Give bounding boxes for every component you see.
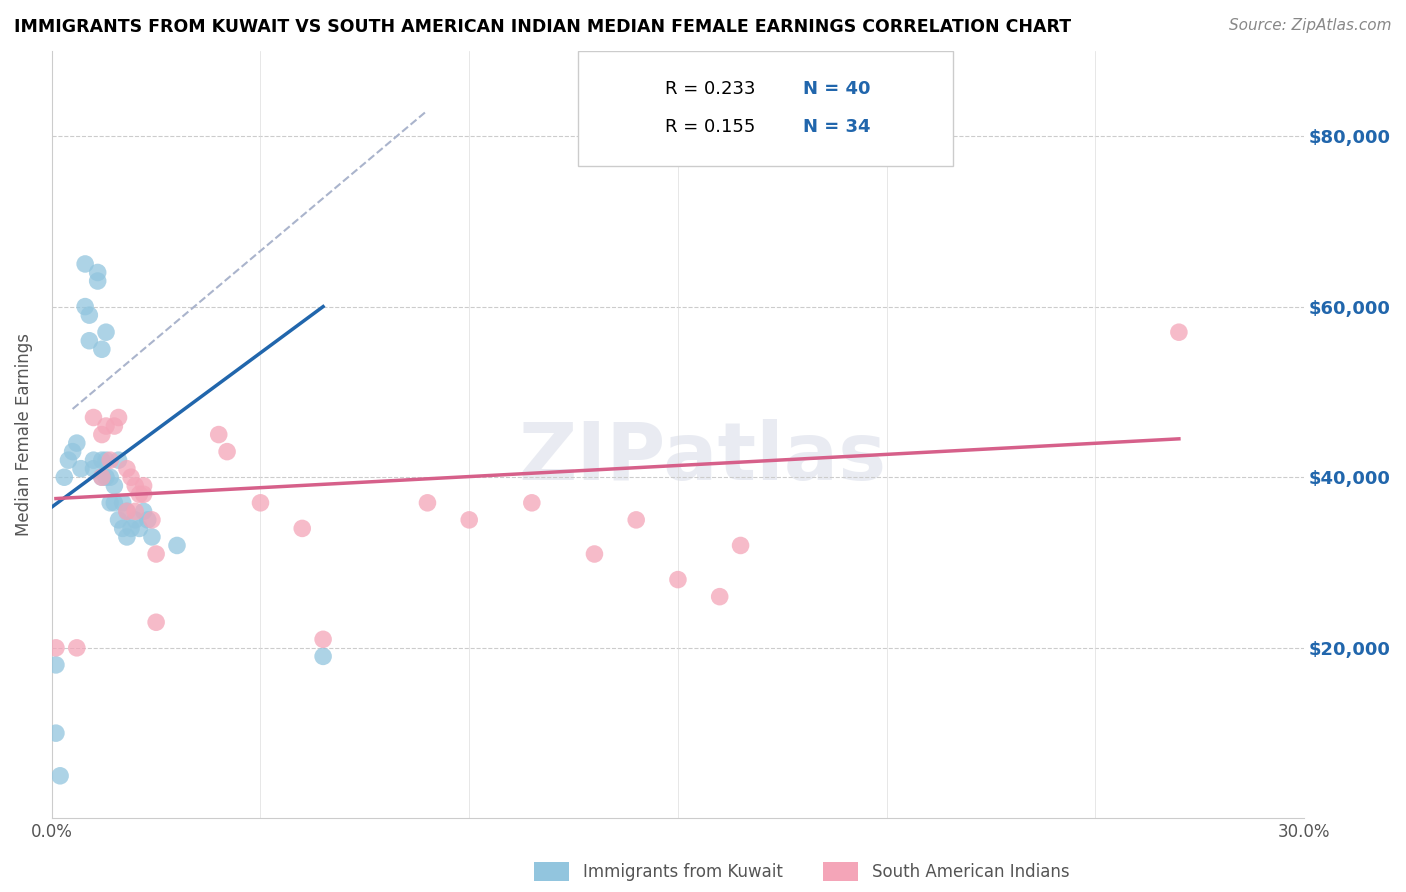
Point [103,419,125,434]
Point [94,419,117,434]
Point [145,547,167,561]
Point [458,513,481,527]
Point [70,461,93,475]
Text: N = 40: N = 40 [803,80,870,98]
Point [79,308,101,322]
Point [208,427,231,442]
Point [82,453,104,467]
Y-axis label: Median Female Earnings: Median Female Earnings [15,333,32,536]
Point [49,769,72,783]
Point [103,479,125,493]
Point [583,547,606,561]
Point [90,470,112,484]
Point [312,632,335,647]
Point [1167,325,1189,339]
Point [141,530,163,544]
Point [666,573,689,587]
Point [90,453,112,467]
Text: Immigrants from Kuwait: Immigrants from Kuwait [583,863,783,881]
Point [136,513,159,527]
Point [45,640,67,655]
Point [132,504,155,518]
Point [111,496,134,510]
Point [730,539,752,553]
Text: R = 0.233: R = 0.233 [665,80,756,98]
Point [82,461,104,475]
Point [120,470,142,484]
Point [94,325,117,339]
Point [90,427,112,442]
Point [132,479,155,493]
Point [45,726,67,740]
Point [45,657,67,672]
Point [416,496,439,510]
Point [75,257,97,271]
Point [124,479,146,493]
Point [115,461,138,475]
Point [103,496,125,510]
Point [98,470,121,484]
Point [107,410,129,425]
Point [115,504,138,518]
Point [66,436,89,450]
Point [107,453,129,467]
Point [53,470,76,484]
Point [111,521,134,535]
Point [90,470,112,484]
Point [312,649,335,664]
Point [291,521,314,535]
Point [124,504,146,518]
Point [249,496,271,510]
Text: ZIPatlas: ZIPatlas [519,418,887,497]
Point [94,470,117,484]
Point [166,539,188,553]
Point [132,487,155,501]
Point [75,300,97,314]
Point [66,640,89,655]
Text: IMMIGRANTS FROM KUWAIT VS SOUTH AMERICAN INDIAN MEDIAN FEMALE EARNINGS CORRELATI: IMMIGRANTS FROM KUWAIT VS SOUTH AMERICAN… [14,18,1071,36]
Point [86,265,108,279]
Point [82,410,104,425]
Text: Source: ZipAtlas.com: Source: ZipAtlas.com [1229,18,1392,33]
Point [624,513,647,527]
Text: South American Indians: South American Indians [872,863,1070,881]
Point [120,521,142,535]
Point [79,334,101,348]
Point [58,453,80,467]
Point [107,513,129,527]
Point [98,453,121,467]
FancyBboxPatch shape [578,51,953,166]
Point [128,521,150,535]
Point [90,343,112,357]
Point [86,274,108,288]
Point [98,496,121,510]
Point [128,487,150,501]
Point [217,444,239,458]
Point [520,496,543,510]
Point [145,615,167,630]
Point [709,590,731,604]
Text: N = 34: N = 34 [803,119,870,136]
Point [62,444,84,458]
Point [115,530,138,544]
Point [115,504,138,518]
Text: R = 0.155: R = 0.155 [665,119,756,136]
Point [141,513,163,527]
Point [124,513,146,527]
Point [94,453,117,467]
